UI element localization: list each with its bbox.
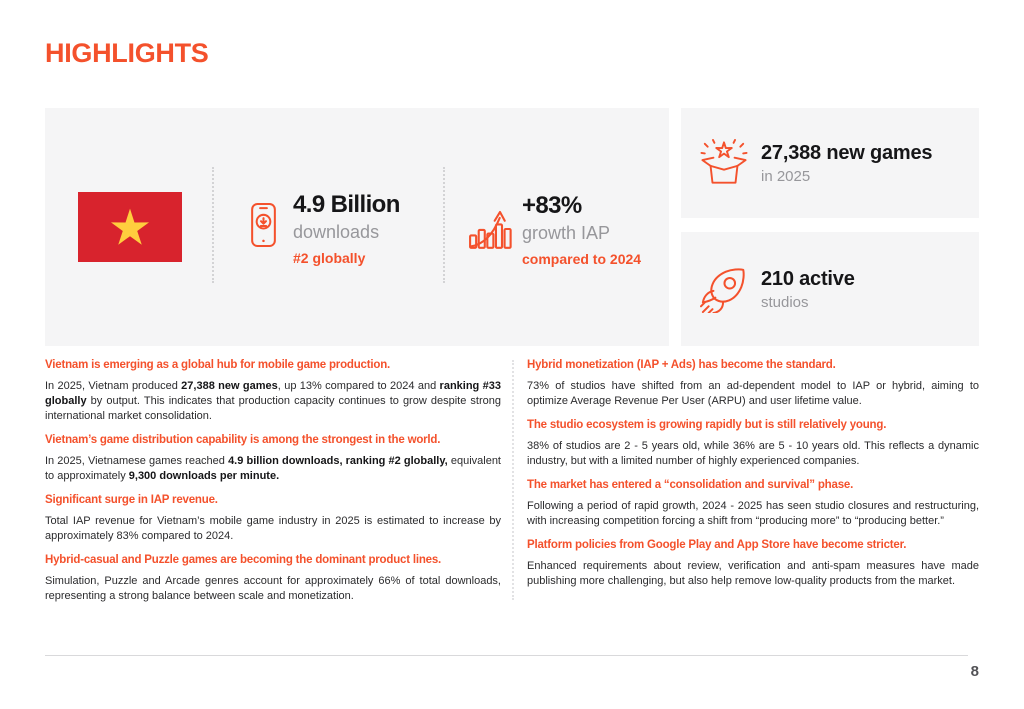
insight-heading: Significant surge in IAP revenue.	[45, 494, 218, 506]
insight-section: The market has entered a “consolidation …	[527, 478, 979, 529]
insight-heading: Vietnam’s game distribution capability i…	[45, 434, 441, 446]
insight-heading: Hybrid monetization (IAP + Ads) has beco…	[527, 359, 836, 371]
insight-section: Platform policies from Google Play and A…	[527, 538, 979, 589]
bar-chart-growth-icon	[469, 208, 513, 267]
insight-section: The studio ecosystem is growing rapidly …	[527, 418, 979, 469]
stat-divider	[212, 167, 214, 283]
insight-heading: Platform policies from Google Play and A…	[527, 539, 907, 551]
insight-body: In 2025, Vietnam produced 27,388 new gam…	[45, 380, 501, 422]
smartphone-download-icon	[251, 202, 276, 266]
insight-heading: The studio ecosystem is growing rapidly …	[527, 419, 887, 431]
insight-heading: The market has entered a “consolidation …	[527, 479, 854, 491]
downloads-stat: 4.9 Billion downloads #2 globally	[251, 191, 400, 267]
studios-panel: 210 active studios	[681, 232, 979, 346]
studios-label: studios	[761, 293, 809, 311]
insight-section: Vietnam is emerging as a global hub for …	[45, 358, 501, 424]
rocket-icon	[700, 265, 748, 313]
growth-label: growth IAP	[522, 223, 611, 244]
studios-text: 210 active studios	[761, 268, 855, 311]
footer-divider	[45, 655, 968, 656]
new-games-text: 27,388 new games in 2025	[761, 141, 933, 185]
insight-body: Total IAP revenue for Vietnam’s mobile g…	[45, 515, 501, 542]
insight-section: Hybrid-casual and Puzzle games are becom…	[45, 553, 501, 604]
downloads-label: downloads	[293, 222, 380, 243]
downloads-stat-text: 4.9 Billion downloads #2 globally	[293, 191, 400, 267]
column-divider	[512, 360, 514, 600]
insight-heading: Vietnam is emerging as a global hub for …	[45, 359, 391, 371]
studios-value: 210 active	[761, 267, 855, 290]
downloads-value: 4.9 Billion	[293, 191, 400, 218]
new-games-label: in 2025	[761, 167, 811, 185]
growth-stat-text: +83% growth IAP compared to 2024	[522, 192, 642, 268]
flag-star-icon	[110, 207, 150, 247]
downloads-rank: #2 globally	[293, 250, 366, 267]
insight-heading: Hybrid-casual and Puzzle games are becom…	[45, 554, 442, 566]
insights-right-column: Hybrid monetization (IAP + Ads) has beco…	[527, 358, 979, 598]
insight-body: Simulation, Puzzle and Arcade genres acc…	[45, 575, 501, 602]
insight-body: 38% of studios are 2 - 5 years old, whil…	[527, 440, 979, 467]
gift-box-burst-icon	[700, 139, 748, 187]
hero-panel: 4.9 Billion downloads #2 globally +8	[45, 108, 669, 346]
new-games-panel: 27,388 new games in 2025	[681, 108, 979, 218]
insight-section: Significant surge in IAP revenue. Total …	[45, 493, 501, 544]
new-games-value: 27,388 new games	[761, 141, 933, 164]
stat-divider	[443, 167, 445, 283]
insight-body: In 2025, Vietnamese games reached 4.9 bi…	[45, 455, 501, 482]
page-title: HIGHLIGHTS	[45, 38, 209, 68]
growth-value: +83%	[522, 192, 582, 219]
growth-stat: +83% growth IAP compared to 2024	[469, 192, 642, 268]
insight-body: Enhanced requirements about review, veri…	[527, 560, 979, 587]
vietnam-flag	[78, 192, 182, 262]
growth-sub: compared to 2024	[522, 251, 642, 268]
insight-section: Hybrid monetization (IAP + Ads) has beco…	[527, 358, 979, 409]
insights-left-column: Vietnam is emerging as a global hub for …	[45, 358, 501, 613]
page-number: 8	[970, 663, 979, 680]
insight-body: Following a period of rapid growth, 2024…	[527, 500, 979, 527]
insight-section: Vietnam’s game distribution capability i…	[45, 433, 501, 484]
insight-body: 73% of studios have shifted from an ad-d…	[527, 380, 979, 407]
